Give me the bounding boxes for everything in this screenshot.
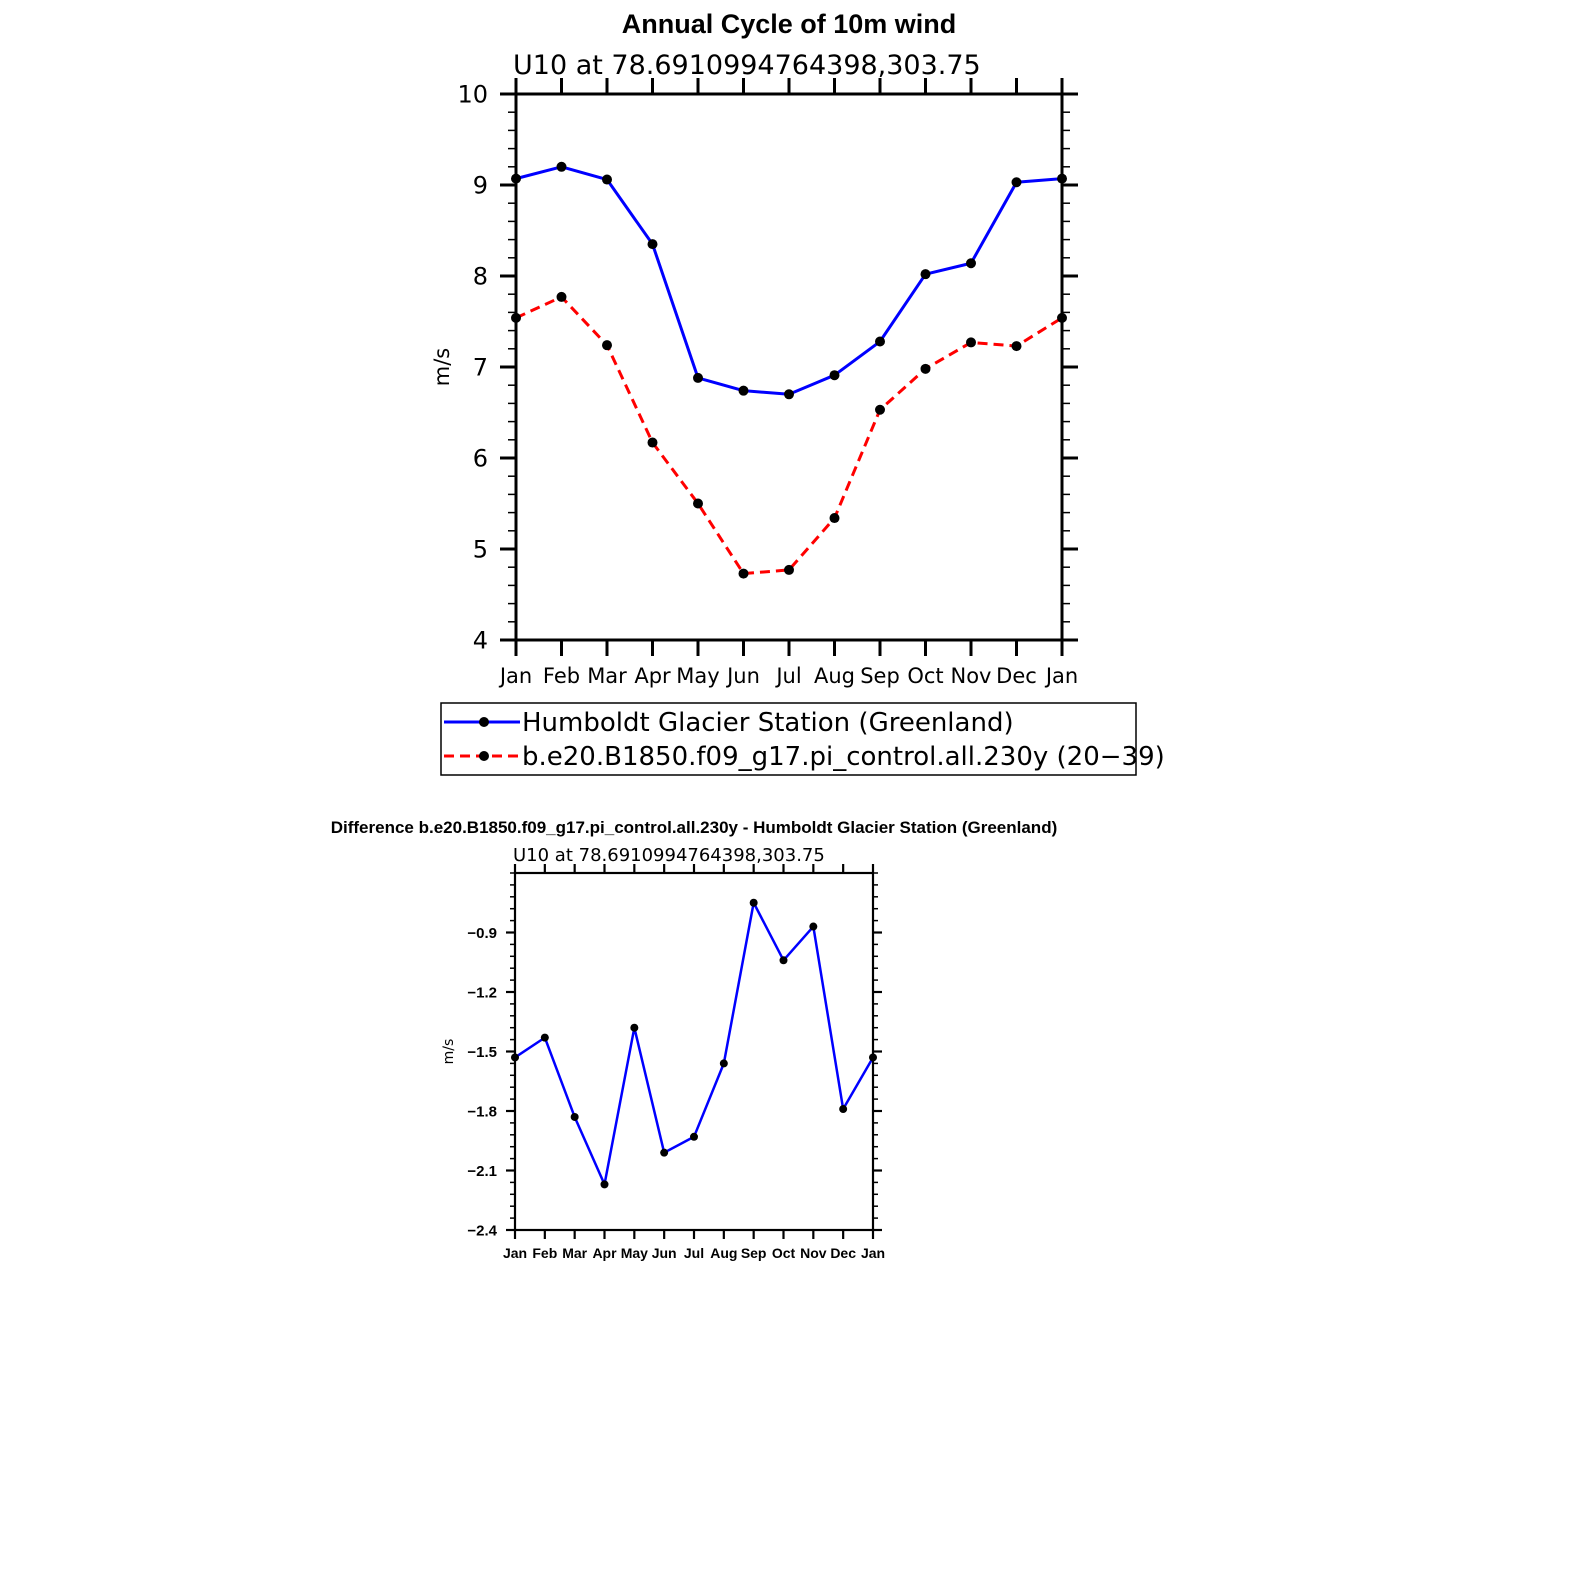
- y-tick-label: −0.9: [467, 925, 497, 942]
- y-tick-label: −2.1: [467, 1163, 497, 1180]
- data-point: [829, 513, 840, 524]
- x-tick-label: Jul: [774, 664, 801, 688]
- data-point: [556, 291, 567, 302]
- x-tick-label: Jan: [498, 664, 532, 688]
- y-axis-label: m/s: [441, 1039, 457, 1065]
- legend-entry-label: b.e20.B1850.f09_g17.pi_control.all.230y …: [522, 742, 1165, 772]
- chart-subtitle: U10 at 78.6910994764398,303.75: [513, 845, 825, 866]
- y-tick-label: 7: [473, 354, 488, 382]
- x-tick-label: Apr: [592, 1245, 617, 1261]
- y-tick-label: −2.4: [467, 1222, 497, 1239]
- data-point: [660, 1148, 669, 1157]
- x-tick-label: May: [676, 664, 719, 688]
- x-tick-label: Feb: [532, 1245, 557, 1261]
- chart-panel-1: Annual Cycle of 10m wind U10 at 78.691099…: [430, 9, 1165, 776]
- y-tick-label: −1.5: [467, 1044, 497, 1061]
- x-tick-label: Jan: [503, 1245, 527, 1261]
- x-tick-label: Jan: [1044, 664, 1078, 688]
- data-point: [647, 239, 658, 250]
- data-point: [809, 922, 818, 931]
- x-tick-label: Apr: [634, 664, 671, 688]
- x-tick-label: Nov: [800, 1245, 827, 1261]
- y-tick-label: 9: [473, 172, 488, 200]
- data-point: [511, 1053, 519, 1062]
- data-point: [869, 1053, 877, 1062]
- series-line-1: [514, 901, 875, 1186]
- data-point: [875, 336, 885, 347]
- y-tick-label: 6: [473, 445, 488, 473]
- data-point: [693, 372, 703, 383]
- x-tick-label: Oct: [772, 1245, 796, 1261]
- legend-box: [440, 702, 1137, 776]
- x-tick-label: Sep: [741, 1245, 767, 1261]
- y-axis-label: m/s: [430, 348, 454, 386]
- data-point: [784, 564, 794, 575]
- data-point: [1011, 177, 1022, 188]
- data-point: [630, 1023, 639, 1032]
- data-point: [966, 337, 976, 348]
- data-point: [1057, 173, 1067, 184]
- y-tick-label: 10: [457, 81, 488, 109]
- x-tick-label: Mar: [562, 1245, 587, 1261]
- legend-swatch-marker: [479, 717, 489, 727]
- y-tick-label: −1.2: [467, 984, 497, 1001]
- x-tick-label: Mar: [587, 664, 627, 688]
- data-point: [602, 174, 612, 185]
- legend-entry-label: Humboldt Glacier Station (Greenland): [522, 708, 1014, 738]
- data-point: [570, 1112, 579, 1121]
- y-tick-label: 8: [473, 263, 488, 291]
- data-point: [1057, 312, 1067, 323]
- data-point: [920, 269, 931, 280]
- chart-subtitle: U10 at 78.6910994764398,303.75: [513, 50, 981, 81]
- plot-frame: [513, 871, 875, 1232]
- data-point: [511, 173, 521, 184]
- series-line-2: [515, 295, 1063, 576]
- data-point: [690, 1132, 698, 1141]
- x-tick-label: Aug: [814, 664, 855, 688]
- data-point: [540, 1033, 549, 1042]
- x-tick-label: Jul: [684, 1245, 704, 1261]
- chart-title: Annual Cycle of 10m wind: [622, 9, 957, 39]
- data-point: [1011, 341, 1022, 352]
- chart-title: Difference b.e20.B1850.f09_g17.pi_contro…: [331, 818, 1058, 837]
- data-point: [647, 437, 658, 448]
- x-tick-label: Oct: [907, 664, 943, 688]
- x-tick-label: Dec: [996, 664, 1037, 688]
- data-point: [600, 1180, 609, 1189]
- data-point: [875, 404, 885, 415]
- data-point: [738, 568, 749, 579]
- x-tick-label: Dec: [830, 1245, 856, 1261]
- data-point: [602, 340, 612, 351]
- x-tick-label: Jan: [861, 1245, 885, 1261]
- data-point: [779, 956, 788, 965]
- legend-swatch-marker: [479, 751, 489, 761]
- data-point: [556, 161, 567, 172]
- y-tick-label: 4: [473, 627, 488, 655]
- x-tick-label: Jun: [725, 664, 760, 688]
- legend: Humboldt Glacier Station (Greenland) b.e2…: [440, 702, 1165, 776]
- x-tick-label: Sep: [860, 664, 900, 688]
- series-line-1: [515, 165, 1063, 396]
- x-tick-label: Feb: [543, 664, 580, 688]
- y-tick-label: 5: [473, 536, 488, 564]
- x-tick-label: Aug: [710, 1245, 737, 1261]
- chart-panel-2: Difference b.e20.B1850.f09_g17.pi_contro…: [331, 818, 1058, 1261]
- y-tick-label: −1.8: [467, 1103, 497, 1120]
- data-point: [719, 1059, 728, 1068]
- data-point: [966, 258, 976, 269]
- data-point: [784, 389, 794, 400]
- x-tick-label: May: [621, 1245, 648, 1261]
- data-point: [511, 312, 521, 323]
- data-point: [749, 898, 758, 907]
- x-tick-label: Nov: [951, 664, 992, 688]
- data-point: [839, 1105, 848, 1114]
- data-point: [693, 498, 703, 509]
- x-tick-label: Jun: [652, 1245, 677, 1261]
- data-point: [738, 385, 749, 396]
- data-point: [920, 363, 931, 374]
- data-point: [829, 370, 840, 381]
